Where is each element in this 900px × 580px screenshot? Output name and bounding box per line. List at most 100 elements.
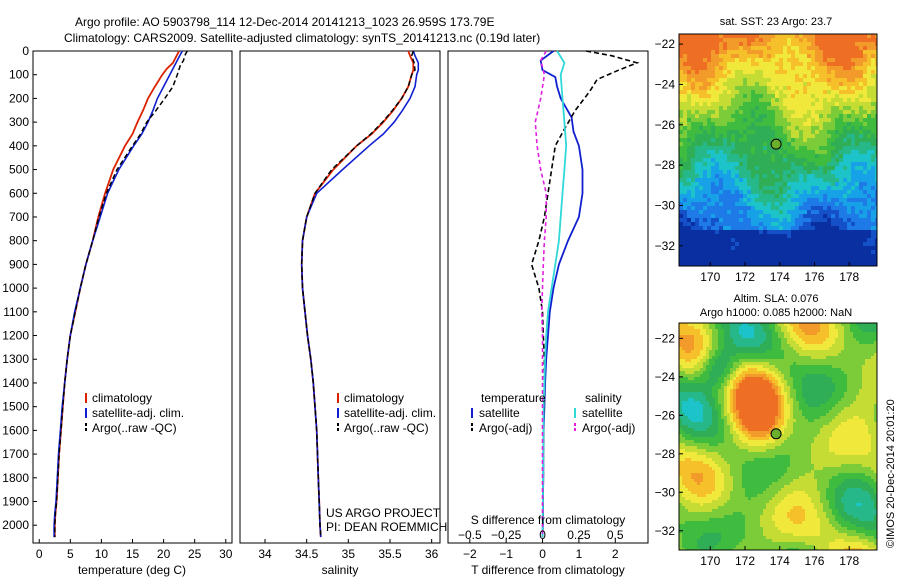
map-cell [755,234,760,239]
map-cell [711,70,716,75]
map-cell [791,194,796,199]
map-cell [820,344,824,348]
map-cell [691,359,695,363]
map-cell [703,170,708,175]
map-cell [827,146,832,151]
map-cell [787,210,792,215]
map-cell [699,138,704,143]
map-cell [839,146,844,151]
map-cell [727,102,732,107]
map-cell [748,332,752,336]
map-cell [697,401,701,405]
map-cell [736,368,740,372]
map-cell [844,380,848,384]
map-cell [706,323,710,327]
map-cell [815,238,820,243]
map-cell [863,86,868,91]
map-cell [799,398,803,402]
map-cell [803,126,808,131]
map-cell [699,58,704,63]
map-cell [805,395,809,399]
map-cell [771,166,776,171]
map-cell [823,254,828,259]
map-cell [751,218,756,223]
map-cell [781,380,785,384]
map-cell [835,350,839,354]
map-cell [759,242,764,247]
map-cell [851,122,856,127]
map-cell [682,386,686,390]
map-cell [683,214,688,219]
map-cell [699,122,704,127]
map-cell [859,74,864,79]
map-cell [803,258,808,263]
map-cell [682,323,686,327]
map-cell [712,344,716,348]
map-cell [850,404,854,408]
map-cell [703,332,707,336]
map-cell [865,323,869,327]
map-cell [867,118,872,123]
map-cell [735,194,740,199]
map-cell [691,134,696,139]
map-cell [851,110,856,115]
map-cell [695,190,700,195]
map-cell [832,401,836,405]
map-cell [791,50,796,55]
map-cell [799,262,804,267]
map-cell [679,190,684,195]
map-cell [707,130,712,135]
lat-tick-label: −30 [655,198,676,212]
map-cell [820,401,824,405]
map-cell [745,386,749,390]
map-cell [683,110,688,115]
map-cell [679,74,684,79]
map-cell [787,50,792,55]
map-cell [851,182,856,187]
map-cell [679,178,684,183]
map-cell [742,359,746,363]
map-cell [853,392,857,396]
map-cell [811,90,816,95]
map-cell [787,114,792,119]
map-cell [688,389,692,393]
map-cell [835,326,839,330]
map-cell [719,206,724,211]
map-cell [699,46,704,51]
map-cell [703,380,707,384]
map-cell [730,374,734,378]
map-cell [721,410,725,414]
map-cell [771,230,776,235]
map-cell [847,138,852,143]
map-cell [803,94,808,99]
map-cell [735,250,740,255]
map-cell [771,262,776,267]
map-cell [760,398,764,402]
map-cell [815,130,820,135]
map-cell [711,138,716,143]
map-cell [754,365,758,369]
map-cell [841,377,845,381]
map-cell [759,34,764,39]
map-cell [783,74,788,79]
map-cell [751,122,756,127]
map-cell [844,341,848,345]
map-cell [711,234,716,239]
map-cell [683,150,688,155]
map-cell [802,404,806,408]
map-cell [727,34,732,39]
map-cell [791,162,796,167]
map-cell [835,142,840,147]
map-cell [799,226,804,231]
map-cell [769,392,773,396]
map-cell [735,242,740,247]
map-cell [841,359,845,363]
map-cell [735,162,740,167]
map-cell [727,323,731,327]
map-cell [748,323,752,327]
map-cell [803,226,808,231]
map-cell [795,182,800,187]
map-cell [679,142,684,147]
map-cell [703,158,708,163]
map-cell [775,374,779,378]
